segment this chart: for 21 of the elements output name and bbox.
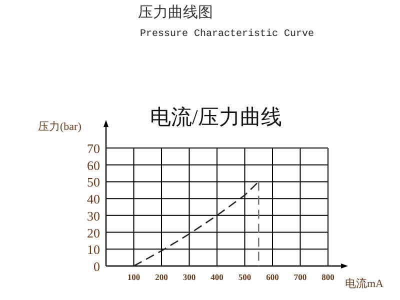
annotation: 电流/压力曲线 [150, 105, 282, 129]
ytick: 60 [87, 158, 100, 173]
xtick: 800 [322, 272, 334, 282]
title: 压力曲线图 [138, 5, 213, 21]
xtick: 100 [127, 272, 140, 282]
ytick: 20 [87, 225, 100, 240]
ytick: 40 [87, 192, 100, 207]
xlabel: 电流mA [345, 278, 384, 290]
xtick: 500 [238, 272, 252, 282]
xtick: 400 [210, 272, 224, 282]
xtick: 600 [266, 272, 279, 282]
ylabel: 压力(bar) [38, 121, 82, 133]
ytick: 50 [87, 174, 100, 190]
ytick: 30 [87, 208, 100, 224]
xtick: 300 [182, 272, 196, 282]
xtick: 200 [155, 272, 168, 282]
ytick: 70 [87, 141, 100, 156]
ytick: 10 [87, 242, 100, 258]
subtitle: Pressure Characteristic Curve [140, 29, 314, 40]
xtick: 700 [294, 272, 307, 282]
ytick: 0 [94, 259, 100, 274]
